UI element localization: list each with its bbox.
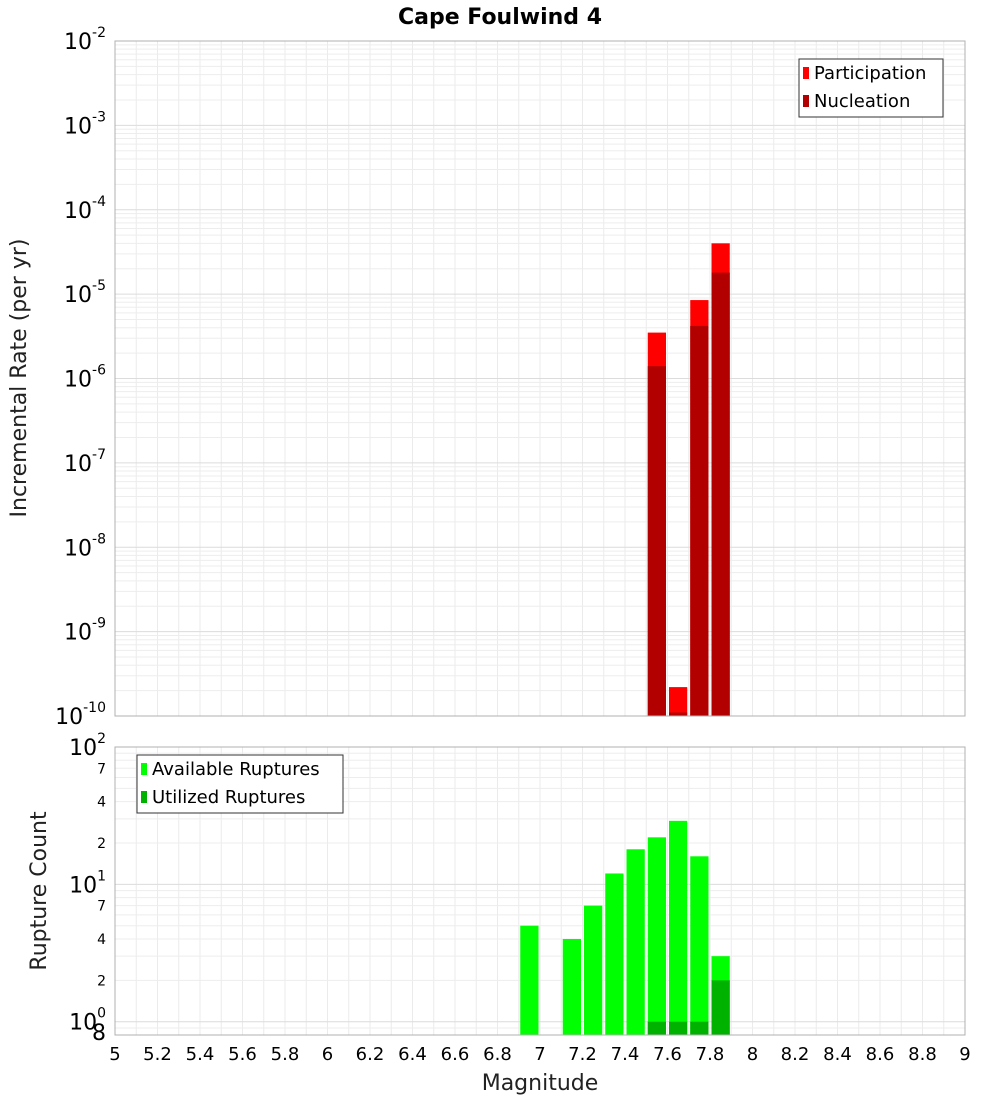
top-legend-box <box>798 58 944 118</box>
top-y-tick-label: 10-4 <box>64 194 106 224</box>
bottom-plot-panel: 100 101 102 8 2 4 7 2 4 7 5 5.2 5.4 5.6 5.8 6 6.2 6.4 6.6 6… <box>69 731 971 1065</box>
bottom-legend: Available Ruptures Utilized Ruptures <box>136 754 344 814</box>
x-tick-label: 6.4 <box>398 1044 427 1065</box>
top-legend: Participation Nucleation <box>798 58 944 118</box>
x-tick-label: 5.6 <box>228 1044 257 1065</box>
bottom-y-minor-label: 2 <box>97 836 106 852</box>
bottom-y-minor-label: 4 <box>97 932 106 948</box>
x-tick-label: 8 <box>747 1044 758 1065</box>
x-tick-label: 7.6 <box>653 1044 682 1065</box>
top-plot-panel: 10-10 10-9 10-8 10-7 10-6 10-5 10-4 10-3 10-2 Par… <box>55 25 966 730</box>
top-y-tick-label: 10-6 <box>64 363 106 393</box>
x-tick-label: 8.8 <box>908 1044 937 1065</box>
bottom-plot-border <box>114 746 966 1036</box>
bottom-bar-utilized-ruptures <box>647 1021 666 1035</box>
bottom-y-minor-label: 8 <box>92 1021 106 1046</box>
bottom-legend-box <box>136 754 344 814</box>
top-bar-nucleation <box>690 325 709 716</box>
legend-swatch-nucleation <box>803 95 809 107</box>
legend-swatch-available-ruptures <box>141 763 147 775</box>
x-tick-label: 5.2 <box>143 1044 172 1065</box>
bottom-bar-utilized-ruptures <box>669 1021 688 1035</box>
legend-label-available-ruptures: Available Ruptures <box>152 759 320 780</box>
bottom-bar-available-ruptures <box>605 873 624 1035</box>
x-tick-label: 5.4 <box>186 1044 215 1065</box>
bottom-bar-available-ruptures <box>647 837 666 1035</box>
bottom-y-tick-label: 101 <box>69 868 106 898</box>
x-tick-label: 6.6 <box>441 1044 470 1065</box>
x-tick-label: 8.6 <box>866 1044 895 1065</box>
legend-swatch-participation <box>803 67 809 79</box>
legend-label-participation: Participation <box>814 63 926 84</box>
top-y-tick-label: 10-7 <box>64 447 106 477</box>
x-tick-label: 6.8 <box>483 1044 512 1065</box>
top-bar-participation <box>669 687 688 716</box>
x-tick-label: 8.2 <box>781 1044 810 1065</box>
x-tick-label: 7.2 <box>568 1044 597 1065</box>
x-tick-label: 5.8 <box>271 1044 300 1065</box>
legend-swatch-utilized-ruptures <box>141 791 147 803</box>
top-y-tick-label: 10-8 <box>64 531 106 561</box>
top-bar-nucleation <box>647 366 666 716</box>
top-bar-nucleation <box>669 712 688 716</box>
top-y-tick-label: 10-10 <box>55 700 106 730</box>
bottom-bar-available-ruptures <box>584 905 603 1035</box>
top-plot-border <box>114 40 966 717</box>
bottom-y-minor-label: 4 <box>97 795 106 811</box>
bottom-bar-available-ruptures <box>520 925 539 1035</box>
bottom-bar-available-ruptures <box>690 856 709 1035</box>
x-axis-label: Magnitude <box>482 1071 599 1096</box>
legend-label-utilized-ruptures: Utilized Ruptures <box>152 787 305 808</box>
bottom-bar-available-ruptures <box>669 820 688 1035</box>
bottom-bar-utilized-ruptures <box>711 980 730 1035</box>
x-tick-label: 6 <box>322 1044 333 1065</box>
x-tick-label: 7 <box>534 1044 545 1065</box>
bottom-bar-available-ruptures <box>626 849 645 1035</box>
chart-title: Cape Foulwind 4 <box>398 5 602 30</box>
legend-label-nucleation: Nucleation <box>814 91 910 112</box>
x-tick-label: 5 <box>109 1044 120 1065</box>
top-y-tick-label: 10-3 <box>64 109 106 139</box>
top-y-axis-label: Incremental Rate (per yr) <box>7 239 32 518</box>
top-y-tick-label: 10-2 <box>64 25 106 55</box>
bottom-bar-available-ruptures <box>562 939 581 1035</box>
top-y-tick-label: 10-5 <box>64 278 106 308</box>
bottom-y-minor-label: 7 <box>97 899 106 915</box>
x-tick-label: 8.4 <box>823 1044 852 1065</box>
top-y-tick-label: 10-9 <box>64 616 106 646</box>
bottom-y-tick-label: 102 <box>69 731 106 761</box>
bottom-y-minor-label: 2 <box>97 973 106 989</box>
bottom-y-tick-label: 100 <box>69 1006 106 1036</box>
x-tick-label: 7.8 <box>696 1044 725 1065</box>
bottom-y-minor-label: 7 <box>97 761 106 777</box>
top-bar-nucleation <box>711 272 730 716</box>
bottom-bar-utilized-ruptures <box>690 1021 709 1035</box>
x-tick-label: 9 <box>959 1044 970 1065</box>
x-tick-label: 6.2 <box>356 1044 385 1065</box>
bottom-y-axis-label: Rupture Count <box>27 811 52 971</box>
x-tick-label: 7.4 <box>611 1044 640 1065</box>
